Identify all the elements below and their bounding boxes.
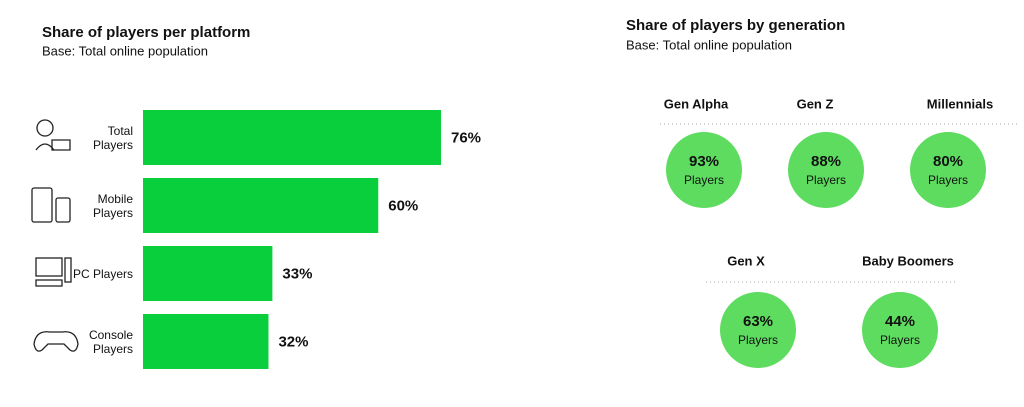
bubble bbox=[666, 132, 742, 208]
bubble bbox=[862, 292, 938, 368]
value-label: 60% bbox=[388, 197, 418, 214]
value-label: 76% bbox=[451, 129, 481, 146]
unit-label: Players bbox=[738, 333, 778, 347]
bubble bbox=[788, 132, 864, 208]
chart-title: Share of players by generation bbox=[626, 17, 845, 34]
value-label: 33% bbox=[282, 265, 312, 282]
bubble bbox=[910, 132, 986, 208]
category-label: Baby Boomers bbox=[862, 253, 954, 268]
category-label: Mobile Players bbox=[92, 191, 133, 220]
chart-title: Share of players per platform bbox=[42, 24, 250, 41]
category-label: Millennials bbox=[927, 96, 993, 111]
value-label: 88% bbox=[811, 153, 841, 170]
value-label: 63% bbox=[743, 313, 773, 330]
unit-label: Players bbox=[806, 173, 846, 187]
value-label: 32% bbox=[278, 333, 308, 350]
category-label: Console Players bbox=[88, 327, 133, 356]
unit-label: Players bbox=[684, 173, 724, 187]
unit-label: Players bbox=[928, 173, 968, 187]
bar bbox=[143, 314, 269, 369]
unit-label: Players bbox=[880, 333, 920, 347]
category-label: Gen Z bbox=[797, 96, 834, 111]
category-label: Gen X bbox=[727, 253, 765, 268]
category-label: Gen Alpha bbox=[664, 96, 729, 111]
chart-subtitle: Base: Total online population bbox=[626, 37, 792, 52]
category-label: Total Players bbox=[92, 123, 133, 152]
bar bbox=[143, 246, 273, 301]
icons bbox=[31, 119, 79, 352]
value-label: 80% bbox=[933, 153, 963, 170]
value-label: 44% bbox=[885, 313, 915, 330]
bar bbox=[143, 178, 379, 233]
category-label: PC Players bbox=[72, 266, 133, 281]
chart-subtitle: Base: Total online population bbox=[42, 43, 208, 58]
bar bbox=[143, 110, 441, 165]
bubble bbox=[720, 292, 796, 368]
value-label: 93% bbox=[689, 153, 719, 170]
